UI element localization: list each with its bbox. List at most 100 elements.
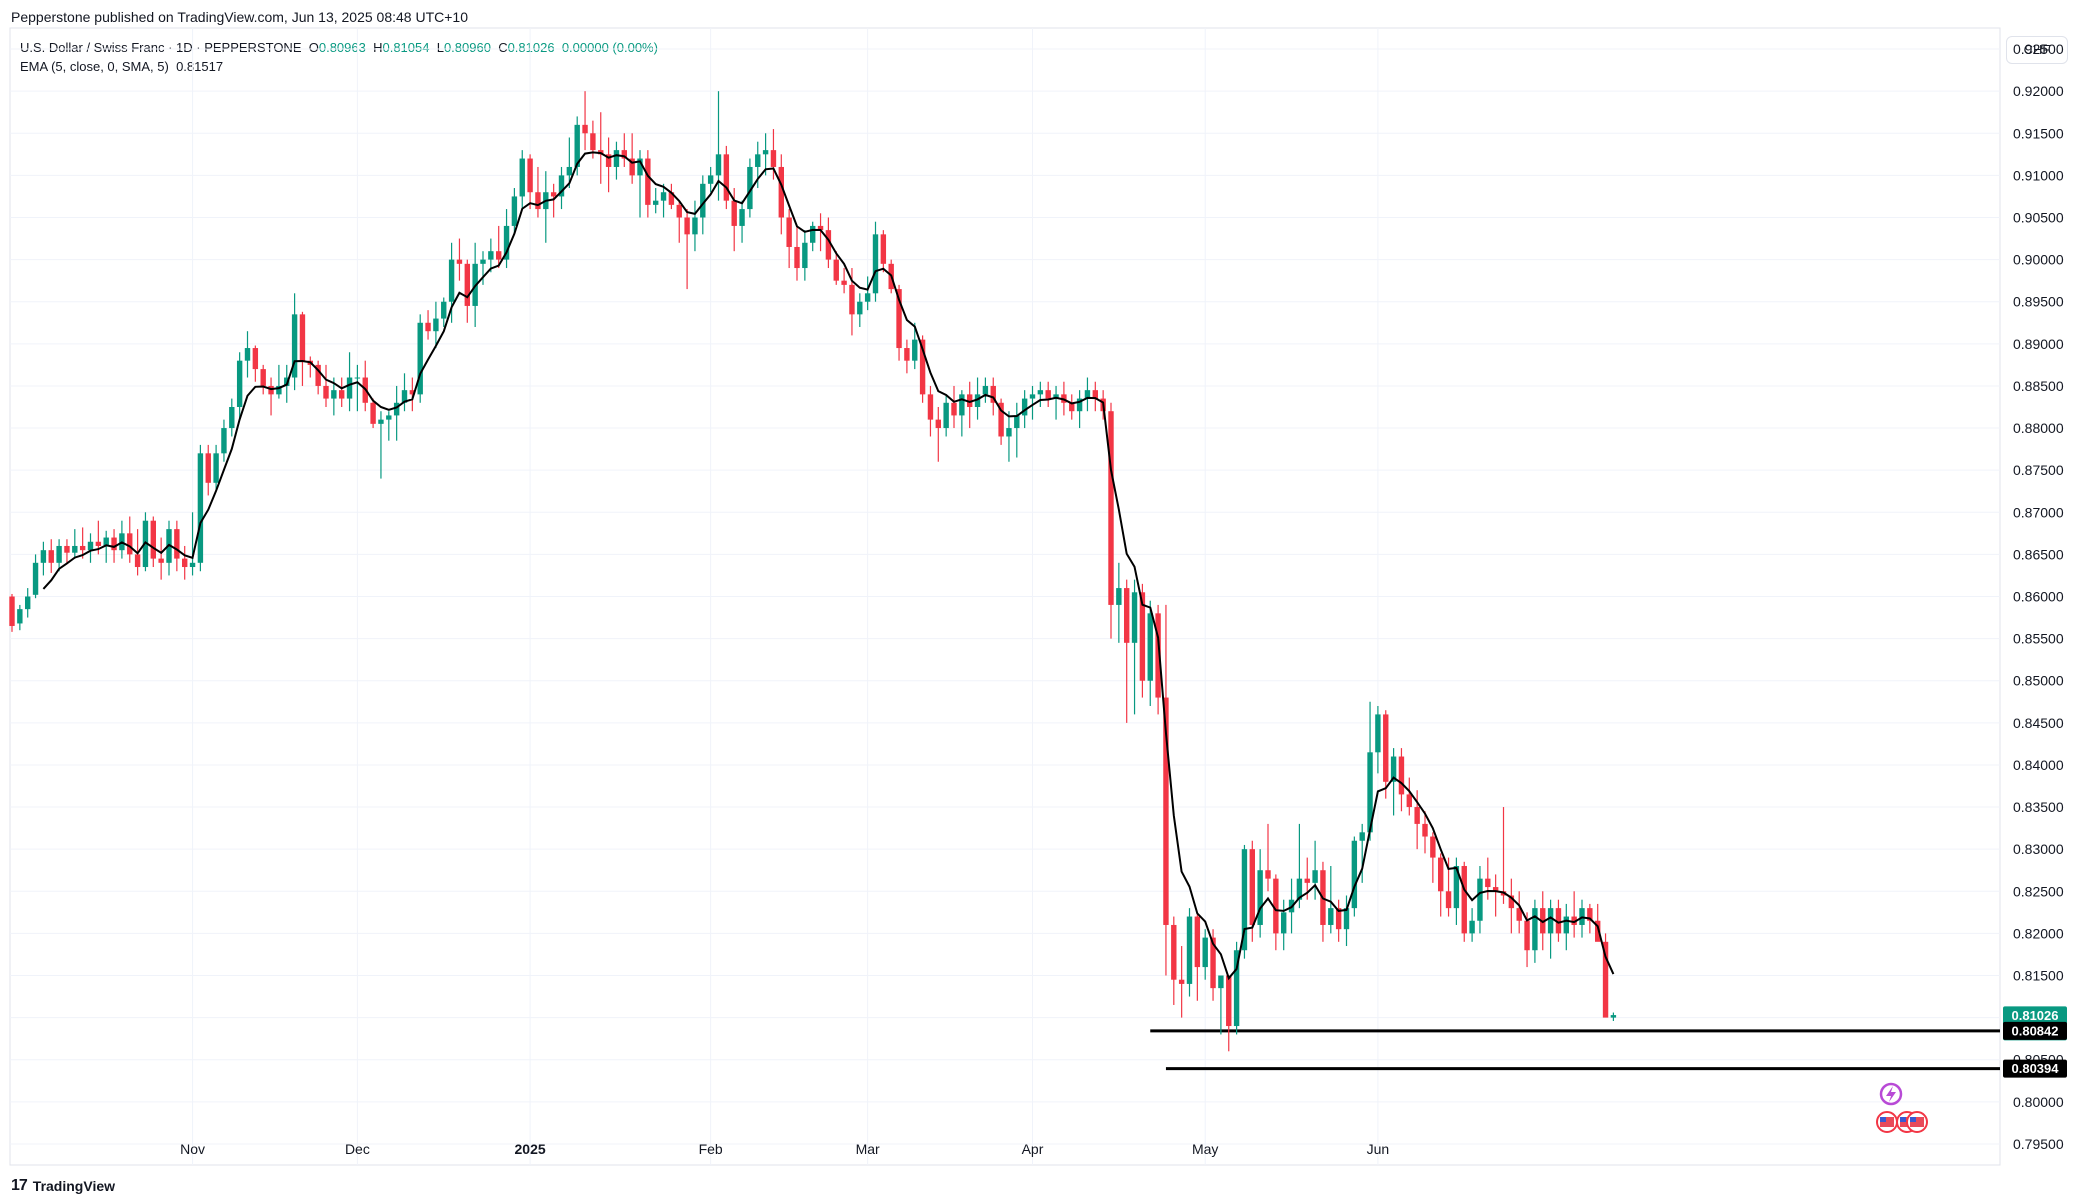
y-tick-label: 0.79500	[2013, 1136, 2064, 1152]
candle-body	[841, 280, 847, 285]
candle-body	[1186, 916, 1193, 984]
candle-body	[488, 251, 494, 260]
candle-body	[1335, 908, 1342, 930]
candle-body	[213, 453, 219, 483]
legend-symbol[interactable]: U.S. Dollar / Swiss Franc · 1D · PEPPERS…	[20, 40, 302, 55]
candle-body	[731, 200, 737, 226]
candle-body	[1445, 891, 1452, 909]
horizontal-levels[interactable]	[1150, 1029, 2000, 1071]
candle-body	[1233, 950, 1240, 1027]
candle-body	[927, 394, 934, 420]
candle-body	[1092, 390, 1098, 399]
candle-body	[189, 562, 196, 568]
y-tick-label: 0.85000	[2013, 673, 2064, 689]
candle-body	[480, 259, 486, 264]
candle-body	[668, 192, 675, 205]
candle-body	[1139, 592, 1146, 681]
candle-body	[1084, 390, 1091, 399]
chart-grid	[9, 27, 2001, 1166]
candle-body	[409, 390, 416, 395]
ema-line	[42, 151, 1615, 981]
y-tick-label: 0.92000	[2013, 83, 2064, 99]
candle-body	[959, 394, 965, 416]
candle-body	[79, 545, 86, 551]
candle-body	[786, 217, 792, 247]
us-flag-stripes	[1880, 1117, 1894, 1127]
time-axis[interactable]: Nov Dec 2025 Feb Mar Apr May Jun	[180, 1141, 1389, 1157]
currency-button[interactable]: CHF	[2006, 36, 2068, 64]
price-axis[interactable]: 0.92500 0.92000 0.91500 0.91000 0.90500 0.900…	[2013, 41, 2064, 1152]
candle-body	[1587, 908, 1593, 921]
candle-body	[197, 453, 204, 563]
candle-body	[1045, 390, 1051, 399]
candle-body	[1069, 402, 1075, 412]
candle-body	[645, 158, 651, 205]
candle-body	[778, 166, 784, 218]
legend-open-value: 0.80963	[318, 40, 366, 55]
y-tick-label: 0.83000	[2013, 841, 2064, 857]
legend-ema-row: EMA (5, close, 0, SMA, 5) 0.81517	[20, 57, 658, 76]
candle-body	[1343, 908, 1350, 930]
candle-body	[574, 124, 580, 167]
candle-body	[550, 192, 557, 197]
candle-body	[1563, 916, 1569, 934]
y-tick-label: 0.89500	[2013, 294, 2064, 310]
candle-body	[315, 364, 321, 386]
event-icons[interactable]	[1876, 1082, 1928, 1133]
candle-body	[111, 537, 117, 551]
candle-body	[401, 390, 408, 403]
candle-body	[794, 246, 800, 269]
candlestick-series	[9, 91, 1617, 1052]
candle-body	[660, 192, 667, 201]
candle-body	[1547, 908, 1554, 934]
legend-change: 0.00000 (0.00%)	[561, 40, 658, 55]
legend-low-value: 0.80960	[443, 40, 491, 55]
candle-body	[503, 225, 510, 260]
candle-body	[1414, 807, 1420, 824]
candle-body	[1163, 697, 1169, 925]
candle-body	[1226, 975, 1232, 1027]
tradingview-brand[interactable]: 17 TradingView	[11, 1177, 115, 1195]
candle-body	[158, 558, 164, 563]
y-tick-label: 0.91500	[2013, 125, 2064, 141]
candle-body	[9, 596, 15, 626]
candle-body	[527, 158, 533, 193]
candle-body	[621, 150, 627, 159]
candle-body	[417, 322, 423, 395]
legend-high-value: 0.81054	[382, 40, 430, 55]
ema-series-line	[42, 151, 1615, 981]
us-flag-canton	[1900, 1117, 1906, 1122]
y-tick-label: 0.84000	[2013, 757, 2064, 773]
y-tick-label: 0.82000	[2013, 925, 2064, 941]
candle-body	[1265, 870, 1271, 879]
candle-body	[943, 402, 949, 429]
legend-ema-label[interactable]: EMA (5, close, 0, SMA, 5)	[20, 59, 169, 74]
candle-body	[1508, 895, 1515, 909]
candle-body	[339, 390, 345, 399]
y-tick-label: 0.84500	[2013, 715, 2064, 731]
candle-body	[1037, 390, 1044, 395]
us-flag-canton	[1910, 1117, 1916, 1122]
candle-body	[982, 385, 989, 395]
candle-body	[935, 419, 941, 429]
candle-body	[496, 251, 502, 260]
candle-body	[700, 183, 706, 218]
candle-body	[1359, 832, 1365, 841]
level-price-label	[2003, 1059, 2067, 1078]
candle-body	[1014, 415, 1020, 429]
legend-low-label: L	[436, 40, 444, 55]
candle-body	[919, 339, 926, 395]
candle-body	[974, 394, 981, 407]
candle-body	[692, 217, 698, 235]
candle-body	[1281, 912, 1287, 934]
candle-body	[87, 541, 94, 551]
y-tick-label: 0.87000	[2013, 504, 2064, 520]
y-tick-label: 0.87500	[2013, 462, 2064, 478]
candle-body	[1257, 870, 1263, 925]
candle-body	[1461, 866, 1467, 934]
candle-body	[857, 301, 863, 315]
y-tick-label: 0.91000	[2013, 167, 2064, 183]
candle-body	[1398, 756, 1405, 795]
